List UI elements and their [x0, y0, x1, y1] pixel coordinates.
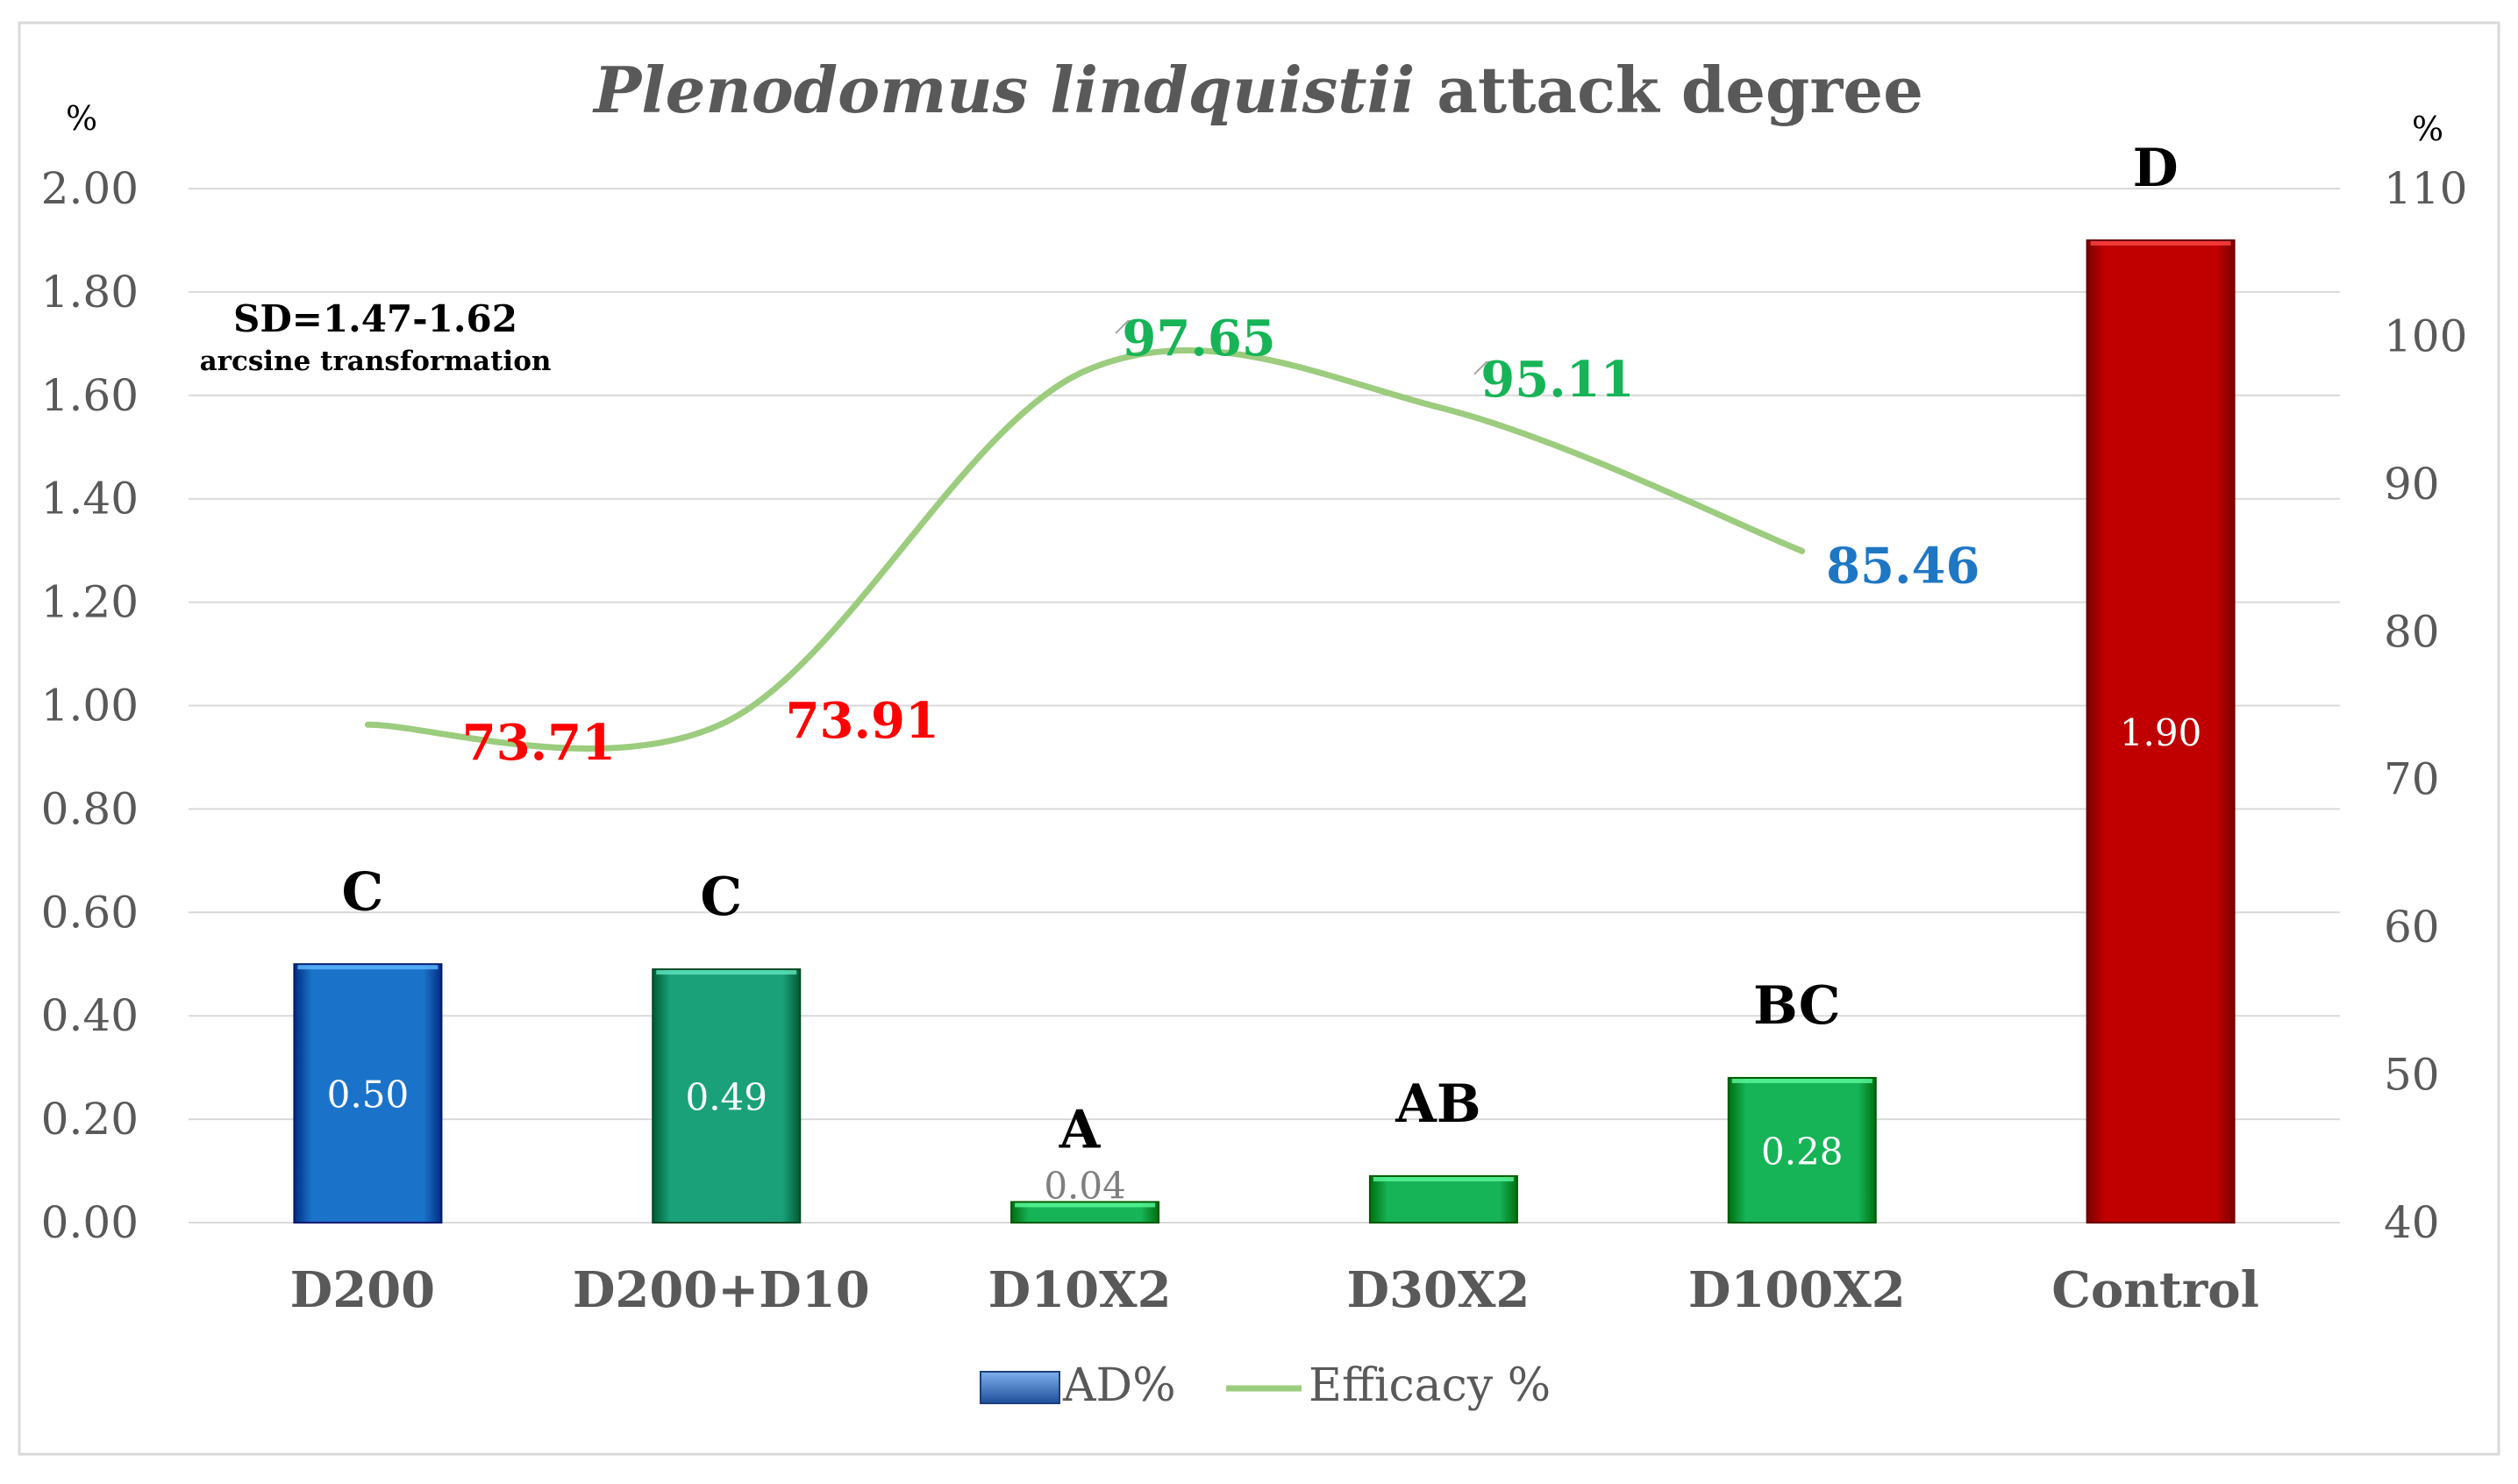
- legend-label-ad: AD%: [1062, 1359, 1176, 1412]
- bar-bevel: [1373, 1176, 1514, 1181]
- bar: [293, 963, 443, 1224]
- right-axis-ticks: 40 50 60 70 80 90 100 110: [2384, 163, 2467, 1248]
- significance-letter: A: [1059, 1099, 1102, 1160]
- right-tick-label: 60: [2384, 902, 2440, 952]
- right-tick-label: 50: [2384, 1050, 2440, 1101]
- left-tick-label: 0.80: [41, 783, 139, 834]
- left-tick-label: 0.60: [41, 887, 139, 938]
- left-tick-label: 0.00: [41, 1197, 139, 1248]
- bar-value-label: 0.50: [327, 1074, 410, 1117]
- bar: [1368, 1174, 1518, 1224]
- left-tick-label: 0.20: [41, 1094, 139, 1145]
- category-label: D200+D10: [573, 1261, 870, 1319]
- bar-bevel: [2090, 240, 2231, 246]
- label-leader-line: [1473, 360, 1497, 375]
- legend: AD% Efficacy %: [980, 1359, 1551, 1412]
- chart-title-italic: Plenodomus lindquistii: [592, 53, 1415, 127]
- left-tick-label: 1.60: [41, 370, 139, 421]
- bar-bevel: [1731, 1078, 1872, 1083]
- right-axis-unit-label: %: [2412, 110, 2443, 148]
- left-tick-label: 1.20: [41, 577, 139, 628]
- bar-value-label: 0.04: [1044, 1164, 1126, 1207]
- line-series: 73.71 73.91 97.65 95.11 85.46: [364, 310, 1979, 772]
- category-labels: D200 D200+D10 D10X2 D30X2 D100X2 Control: [290, 1261, 2259, 1319]
- bar-bevel: [1015, 1202, 1156, 1208]
- significance-letter: C: [700, 867, 742, 928]
- bar: [652, 968, 802, 1224]
- left-axis-unit-label: %: [66, 99, 97, 138]
- category-label: D200: [290, 1261, 435, 1319]
- right-tick-label: 100: [2384, 310, 2467, 361]
- bar-bevel: [297, 965, 439, 970]
- right-tick-label: 80: [2384, 606, 2440, 657]
- category-label: D100X2: [1688, 1261, 1906, 1319]
- bar-value-label: 1.90: [2120, 711, 2202, 754]
- bar-value-label: 0.09: [1402, 1138, 1485, 1181]
- chart-title: Plenodomus lindquistii attack degree: [592, 53, 1923, 127]
- left-axis-ticks: 0.00 0.20 0.40 0.60 0.80 1.00 1.20 1.40 1.60 1.80…: [41, 163, 139, 1248]
- category-label: Control: [2051, 1261, 2259, 1319]
- gridlines: [189, 188, 2340, 1224]
- significance-letter: BC: [1753, 975, 1841, 1037]
- efficacy-value-label: 73.91: [786, 692, 939, 750]
- right-tick-label: 90: [2384, 459, 2440, 510]
- bar: [1727, 1076, 1877, 1224]
- left-tick-label: 1.40: [41, 474, 139, 524]
- efficacy-line: [364, 347, 1806, 752]
- annotation-sd: SD=1.47-1.62: [233, 297, 517, 340]
- efficacy-value-label: 97.65: [1122, 310, 1275, 367]
- bar: [2086, 239, 2236, 1224]
- right-tick-label: 70: [2384, 754, 2440, 805]
- bar-value-label: 0.49: [685, 1076, 767, 1119]
- efficacy-value-label: 73.71: [462, 714, 616, 772]
- right-tick-label: 40: [2384, 1197, 2440, 1248]
- bar-value-label: 0.28: [1761, 1130, 1844, 1173]
- left-tick-label: 1.80: [41, 267, 139, 317]
- efficacy-value-label: 85.46: [1826, 537, 1979, 595]
- legend-swatch-ad: [980, 1371, 1060, 1404]
- left-tick-label: 1.00: [41, 681, 139, 731]
- chart-title-regular: attack degree: [1415, 53, 1923, 127]
- left-tick-label: 2.00: [41, 163, 139, 214]
- right-tick-label: 110: [2384, 163, 2467, 214]
- efficacy-value-label: 95.11: [1480, 351, 1634, 409]
- annotation-transform: arcsine transformation: [200, 346, 552, 377]
- bar-bevel: [656, 970, 797, 975]
- legend-label-efficacy: Efficacy %: [1309, 1359, 1551, 1412]
- significance-letter: AB: [1395, 1074, 1480, 1135]
- category-label: D30X2: [1346, 1261, 1530, 1319]
- category-label: D10X2: [988, 1261, 1172, 1319]
- label-leader-line: [1115, 320, 1139, 334]
- left-tick-label: 0.40: [41, 990, 139, 1041]
- significance-letter: D: [2133, 138, 2179, 199]
- significance-letter: C: [342, 861, 384, 923]
